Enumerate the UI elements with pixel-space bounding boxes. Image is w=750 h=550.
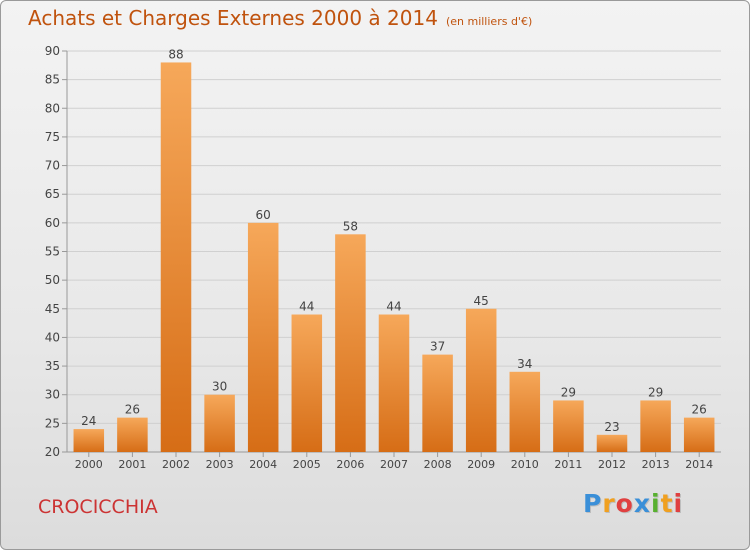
y-tick-label: 70	[45, 159, 60, 173]
bar	[160, 62, 192, 452]
bar-value-label: 60	[256, 208, 271, 222]
bar	[596, 434, 628, 452]
bar	[204, 394, 235, 452]
bar-value-label: 30	[212, 380, 227, 394]
x-tick-label: 2004	[249, 458, 277, 471]
x-tick-label: 2010	[511, 458, 539, 471]
brand-logo-letter: P	[583, 489, 603, 518]
chart-subtitle: (en milliers d'€)	[445, 15, 533, 28]
y-tick-label: 25	[45, 416, 60, 430]
y-tick-label: 45	[45, 302, 60, 316]
x-tick-label: 2011	[554, 458, 582, 471]
x-tick-label: 2009	[467, 458, 495, 471]
x-tick-label: 2012	[598, 458, 626, 471]
bar-value-label: 44	[299, 300, 314, 314]
bar-value-label: 44	[386, 300, 401, 314]
brand-logo: Proxiti	[583, 489, 683, 518]
bar	[465, 308, 497, 452]
x-tick-label: 2007	[380, 458, 408, 471]
bar	[378, 314, 410, 452]
bar-value-label: 29	[561, 385, 576, 399]
y-tick-label: 80	[45, 101, 60, 115]
x-tick-label: 2014	[685, 458, 713, 471]
brand-logo-letter: t	[660, 489, 674, 518]
bar	[291, 314, 323, 452]
x-tick-label: 2002	[162, 458, 190, 471]
bar	[640, 400, 671, 452]
bar-value-label: 88	[168, 47, 183, 61]
bar	[422, 354, 453, 452]
x-tick-label: 2013	[642, 458, 670, 471]
y-tick-label: 75	[45, 130, 60, 144]
y-tick-label: 90	[45, 44, 60, 58]
bar-value-label: 26	[125, 403, 140, 417]
bar-value-label: 34	[517, 357, 532, 371]
bar-value-label: 58	[343, 219, 358, 233]
bar-value-label: 24	[81, 414, 96, 428]
bar	[73, 429, 105, 452]
bar	[247, 222, 279, 452]
x-tick-label: 2006	[336, 458, 364, 471]
x-tick-label: 2005	[293, 458, 321, 471]
x-tick-label: 2001	[118, 458, 146, 471]
bar	[335, 234, 366, 452]
x-tick-label: 2003	[206, 458, 234, 471]
bar-value-label: 29	[648, 385, 663, 399]
x-tick-label: 2000	[75, 458, 103, 471]
bar-value-label: 23	[604, 420, 619, 434]
chart-title: Achats et Charges Externes 2000 à 2014 (e…	[28, 6, 532, 30]
brand-logo-letter: x	[633, 489, 651, 518]
bar	[683, 417, 715, 452]
bar-value-label: 45	[474, 294, 489, 308]
y-tick-label: 60	[45, 216, 60, 230]
y-tick-label: 40	[45, 330, 60, 344]
bar	[553, 400, 584, 452]
y-tick-label: 35	[45, 359, 60, 373]
chart-title-text: Achats et Charges Externes 2000 à 2014	[28, 6, 438, 30]
brand-logo-letter: r	[602, 489, 616, 518]
commune-name: CROCICCHIA	[38, 496, 158, 518]
bar	[509, 371, 541, 452]
y-tick-label: 55	[45, 245, 60, 259]
y-tick-label: 50	[45, 273, 60, 287]
y-tick-label: 65	[45, 187, 60, 201]
bar-value-label: 26	[692, 403, 707, 417]
brand-logo-letter: i	[673, 489, 684, 518]
brand-logo-letter: i	[651, 489, 661, 518]
x-tick-label: 2008	[424, 458, 452, 471]
y-tick-label: 30	[45, 388, 60, 402]
y-tick-label: 85	[45, 73, 60, 87]
bar-value-label: 37	[430, 340, 445, 354]
y-tick-label: 20	[45, 445, 60, 459]
bar	[117, 417, 148, 452]
brand-logo-letter: o	[615, 489, 634, 518]
